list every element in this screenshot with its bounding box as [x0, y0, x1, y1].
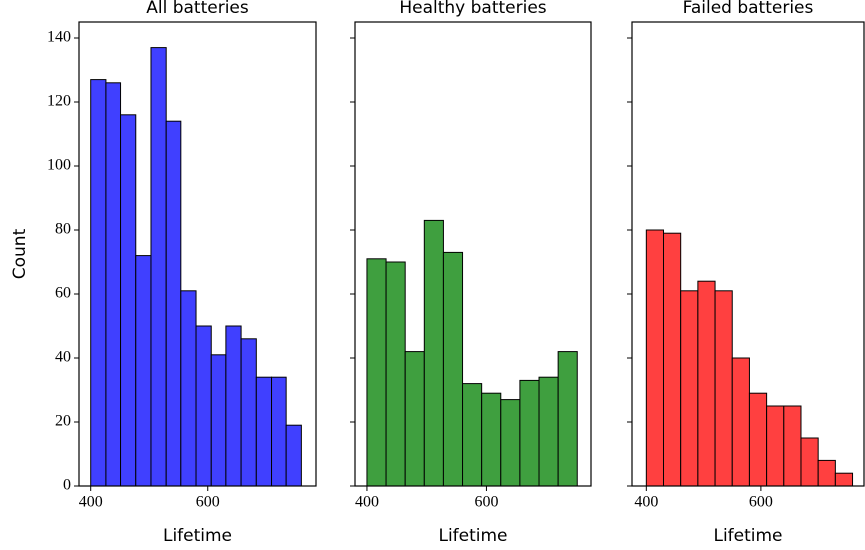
bar — [195, 325, 212, 487]
bar — [404, 351, 425, 487]
axes-frame — [78, 21, 317, 487]
y-tick-label: 0 — [63, 477, 71, 494]
x-axis-label: Lifetime — [163, 526, 232, 546]
bar — [697, 280, 716, 487]
bar — [271, 376, 287, 487]
x-tick-label: 400 — [355, 494, 379, 511]
bar — [385, 261, 406, 487]
y-tick-label: 60 — [55, 285, 71, 302]
bar — [731, 357, 750, 487]
bar — [519, 379, 540, 487]
x-axis-label: Lifetime — [438, 526, 507, 546]
y-tick-label: 140 — [47, 29, 71, 46]
bar — [210, 354, 227, 487]
bar — [538, 376, 559, 487]
bar — [255, 376, 273, 487]
y-tick-label: 100 — [47, 157, 71, 174]
bar — [225, 325, 242, 487]
bar — [714, 290, 733, 487]
axes-frame — [631, 21, 865, 487]
bar — [481, 392, 502, 487]
bar — [240, 338, 257, 487]
bar — [500, 399, 521, 487]
bar — [748, 392, 768, 487]
bar — [180, 290, 197, 487]
y-tick-label: 40 — [55, 349, 71, 366]
bar — [834, 472, 854, 487]
x-axis-label: Lifetime — [713, 526, 782, 546]
y-tick-label: 120 — [47, 93, 71, 110]
bar — [165, 120, 182, 487]
bar — [800, 437, 819, 487]
panel-title: Failed batteries — [683, 0, 814, 18]
bar — [766, 405, 785, 487]
x-tick-label: 600 — [196, 494, 220, 511]
bar — [150, 47, 167, 487]
bar — [783, 405, 802, 487]
bar — [105, 82, 122, 487]
panel-title: All batteries — [146, 0, 249, 18]
bar — [462, 383, 483, 487]
x-tick-label: 600 — [749, 494, 773, 511]
bar — [120, 114, 137, 487]
bar — [285, 424, 302, 487]
bar — [135, 255, 152, 487]
axes-frame — [354, 21, 592, 487]
bar — [442, 251, 464, 487]
y-tick-label: 20 — [55, 413, 71, 430]
x-tick-label: 400 — [634, 494, 658, 511]
bar — [90, 79, 107, 487]
y-tick-label: 80 — [55, 221, 71, 238]
bar — [557, 351, 578, 487]
bar — [423, 219, 444, 487]
panel-title: Healthy batteries — [399, 0, 546, 18]
bar — [645, 229, 665, 487]
bar — [817, 459, 836, 487]
x-tick-label: 400 — [79, 494, 103, 511]
bar — [680, 290, 699, 487]
x-tick-label: 600 — [474, 494, 498, 511]
y-axis-label: Count — [10, 228, 30, 279]
bar — [366, 258, 387, 487]
bar — [663, 232, 682, 487]
